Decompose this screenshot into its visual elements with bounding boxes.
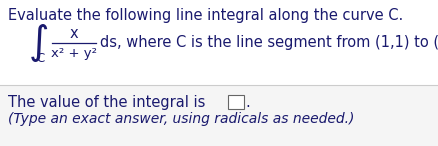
Text: $\int$: $\int$	[28, 22, 48, 64]
Text: C: C	[37, 53, 45, 66]
Text: The value of the integral is: The value of the integral is	[8, 95, 205, 110]
Text: (Type an exact answer, using radicals as needed.): (Type an exact answer, using radicals as…	[8, 112, 353, 126]
Bar	[0, 85, 438, 146]
Text: .: .	[244, 95, 249, 110]
Text: x: x	[70, 26, 78, 40]
Bar	[227, 95, 244, 109]
Text: Evaluate the following line integral along the curve C.: Evaluate the following line integral alo…	[8, 8, 403, 23]
Text: x² + y²: x² + y²	[51, 47, 97, 60]
Text: ds, where C is the line segment from (1,1) to (33,33).: ds, where C is the line segment from (1,…	[100, 35, 438, 51]
